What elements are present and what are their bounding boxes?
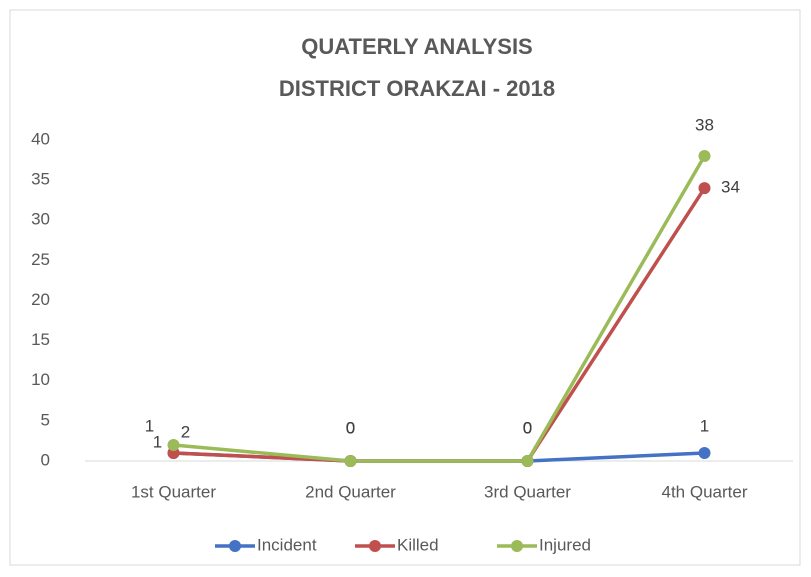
- legend-marker: [511, 540, 523, 552]
- point: [698, 182, 711, 195]
- point: [521, 455, 534, 467]
- data-label: 1: [145, 416, 154, 435]
- point: [167, 438, 180, 451]
- data-label: 38: [695, 116, 714, 135]
- y-tick-label: 15: [31, 330, 50, 349]
- y-tick-label: 20: [31, 290, 50, 309]
- y-tick-label: 0: [41, 450, 50, 469]
- data-label: 2: [181, 422, 190, 441]
- y-tick-label: 35: [31, 170, 50, 189]
- data-label: 1: [153, 432, 162, 451]
- legend-label: Killed: [397, 535, 439, 554]
- data-label: 0: [346, 418, 355, 437]
- data-label: 34: [721, 178, 740, 197]
- legend-marker: [229, 540, 241, 552]
- point: [344, 455, 357, 467]
- legend-label: Injured: [539, 535, 591, 554]
- series-line: [173, 155, 707, 463]
- y-tick-label: 10: [31, 370, 50, 389]
- y-tick-label: 40: [31, 129, 50, 148]
- point: [698, 446, 711, 459]
- chart-subtitle: DISTRICT ORAKZAI - 2018: [279, 76, 555, 101]
- data-label: 0: [346, 418, 355, 437]
- data-label: 0: [523, 418, 532, 437]
- y-tick-label: 25: [31, 250, 50, 269]
- x-tick-label: 2nd Quarter: [305, 482, 396, 501]
- x-tick-label: 1st Quarter: [131, 482, 216, 501]
- data-label: 0: [523, 418, 532, 437]
- data-label: 0: [346, 418, 355, 437]
- x-tick-label: 4th Quarter: [662, 482, 748, 501]
- legend-label: Incident: [257, 535, 317, 554]
- chart-frame: [9, 9, 801, 566]
- data-label: 1: [700, 416, 709, 435]
- point: [698, 150, 711, 163]
- data-label: 0: [523, 418, 532, 437]
- y-tick-label: 5: [41, 410, 50, 429]
- x-tick-label: 3rd Quarter: [484, 482, 571, 501]
- y-tick-label: 30: [31, 210, 50, 229]
- legend-marker: [369, 540, 381, 552]
- chart-title: QUATERLY ANALYSIS: [301, 34, 532, 59]
